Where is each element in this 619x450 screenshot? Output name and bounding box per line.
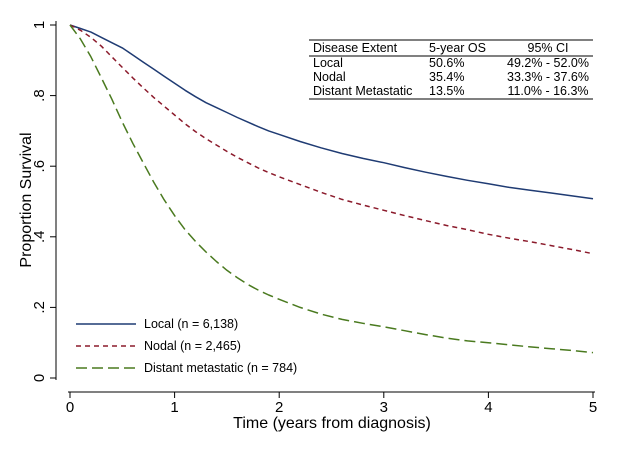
table-header-cell: Disease Extent [313,41,398,55]
x-axis-title: Time (years from diagnosis) [233,415,431,432]
table-cell: 50.6% [429,56,464,70]
table-cell: Nodal [313,70,346,84]
table-cell: 13.5% [429,84,464,98]
os-table: Disease Extent 5-year OS 95% CI Local 50.6% 4… [309,39,593,100]
axes: 0 1 2 3 4 5 0 .2 .4 .6 .8 1 [31,21,597,416]
table-cell: 11.0% - 16.3% [507,84,588,98]
x-tick-label: 1 [170,399,178,416]
x-tick-label: 2 [275,399,283,416]
table-cell: 33.3% - 37.6% [507,70,589,84]
table-cell: 35.4% [429,70,464,84]
x-tick-label: 5 [589,399,597,416]
y-tick-label: 1 [31,21,48,29]
x-tick-label: 0 [66,399,74,416]
y-tick-label: .4 [31,231,48,244]
table-cell: 49.2% - 52.0% [507,56,589,70]
legend-label: Nodal (n = 2,465) [144,339,241,353]
legend-label: Distant metastatic (n = 784) [144,361,297,375]
y-axis-title: Proportion Survival [18,132,35,267]
series-line-3 [69,24,594,354]
series-line-2 [69,24,594,255]
table-header-cell: 95% CI [528,41,569,55]
y-tick-label: .6 [31,160,48,173]
table-header-cell: 5-year OS [429,41,486,55]
y-tick-label: .2 [31,301,48,314]
legend: Local (n = 6,138) Nodal (n = 2,465) Distan… [76,317,297,375]
y-tick-label: 0 [31,374,48,382]
legend-label: Local (n = 6,138) [144,317,238,331]
series-line-1 [69,24,594,200]
table-cell: Distant Metastatic [313,84,412,98]
x-tick-label: 4 [484,399,492,416]
table-cell: Local [313,56,343,70]
y-tick-label: .8 [31,89,48,102]
x-tick-label: 3 [380,399,388,416]
series-layer [69,24,594,354]
